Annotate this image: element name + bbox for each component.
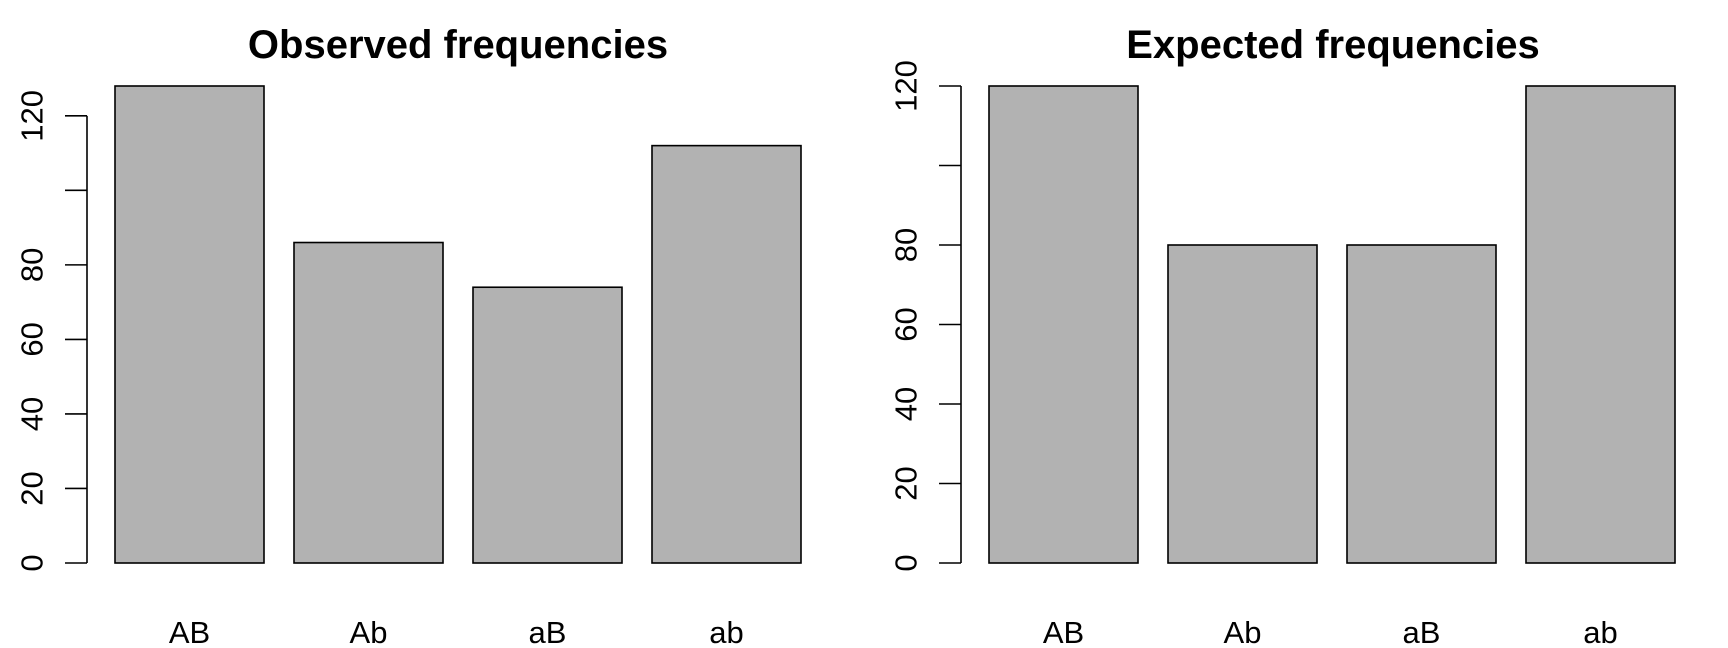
chart-title: Expected frequencies — [1126, 23, 1540, 67]
y-tick-label: 60 — [15, 322, 50, 356]
x-category-label: AB — [1043, 615, 1084, 648]
observed-frequencies-chart: Observed frequencies 0 20 40 60 80 120 AB Ab aB ab — [15, 23, 802, 648]
x-category-label: Ab — [350, 615, 388, 648]
y-tick-label: 0 — [889, 554, 924, 571]
x-category-label: aB — [529, 615, 567, 648]
y-tick-label: 40 — [889, 387, 924, 421]
y-tick-label: 80 — [889, 228, 924, 262]
y-tick-label: 40 — [15, 397, 50, 431]
bar-ab — [1525, 85, 1676, 564]
x-category-label: Ab — [1224, 615, 1262, 648]
x-category-label: ab — [1583, 615, 1617, 648]
y-tick-label: 20 — [15, 471, 50, 505]
bar-ab — [472, 286, 623, 564]
y-tick-label: 60 — [889, 307, 924, 341]
y-tick-label: 80 — [15, 248, 50, 282]
chart-title: Observed frequencies — [248, 23, 668, 67]
y-tick-label: 20 — [889, 466, 924, 500]
bar-ab — [293, 241, 444, 564]
y-tick-label: 120 — [15, 90, 50, 142]
bar-ab — [1346, 244, 1497, 564]
expected-frequencies-chart: Expected frequencies 0 20 40 60 80 120 AB Ab aB ab — [889, 23, 1676, 648]
bar-ab — [988, 85, 1139, 564]
x-category-label: AB — [169, 615, 210, 648]
bar-ab — [114, 85, 265, 564]
y-tick-label: 0 — [15, 554, 50, 571]
bar-ab — [651, 144, 802, 564]
x-category-label: aB — [1403, 615, 1441, 648]
bar-ab — [1167, 244, 1318, 564]
y-tick-label: 120 — [889, 60, 924, 112]
x-category-label: ab — [709, 615, 743, 648]
